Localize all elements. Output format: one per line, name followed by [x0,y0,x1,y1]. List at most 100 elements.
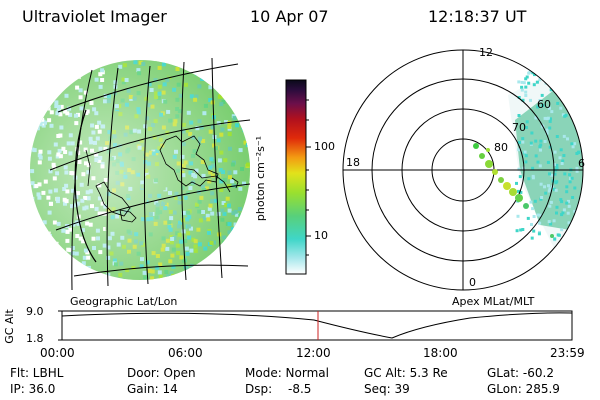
polar-speckle [565,185,569,189]
image-speckle [242,106,247,111]
polar-grid [342,49,584,291]
image-speckle [67,77,72,82]
polar-speckle [563,93,567,97]
polar-speckle [560,74,564,78]
polar-speckle [560,228,564,232]
polar-speckle [582,109,583,113]
polar-speckle [559,106,563,110]
polar-speckle [529,141,533,145]
polar-speckle [572,73,576,77]
polar-speckle [550,173,554,177]
polar-speckle [554,77,558,81]
polar-speckle [596,93,599,96]
image-speckle [218,68,223,73]
image-speckle [79,63,84,68]
polar-speckle [526,216,530,220]
image-speckle [67,75,72,80]
image-speckle [48,81,53,86]
image-speckle [249,264,250,269]
polar-speckle [552,219,556,223]
polar-speckle [548,106,551,110]
polar-speckle [587,139,590,142]
polar-speckle [583,223,586,226]
polar-speckle [595,105,598,108]
image-speckle [236,93,241,98]
status-gc-alt: GC Alt: 5.3 Re [364,366,448,380]
polar-speckle [554,188,558,192]
image-speckle [52,69,57,74]
polar-speckle [591,225,594,228]
polar-speckle [555,166,559,170]
image-speckle [239,223,244,228]
polar-speckle [534,116,538,120]
image-speckle [232,89,237,94]
polar-speckle [570,142,574,146]
polar-speckle [587,160,590,163]
image-speckle [48,265,53,270]
polar-speckle [538,164,542,168]
image-speckle [203,73,208,78]
polar-speckle [547,184,550,188]
polar-speckle [594,232,597,235]
polar-speckle [543,185,546,189]
polar-speckle [539,197,543,201]
image-speckle [234,236,239,241]
image-speckle [55,67,60,72]
polar-speckle [546,116,550,120]
polar-speckle [521,140,525,144]
polar-speckle [562,71,566,75]
polar-speckle [578,237,581,241]
polar-speckle [595,124,598,127]
image-speckle [33,69,38,73]
polar-speckle [519,228,523,232]
image-speckle [220,247,225,252]
polar-speckle [520,85,524,89]
polar-speckle [581,70,583,74]
image-speckle [35,251,39,256]
polar-speckle [594,149,597,152]
polar-speckle [566,85,570,89]
polar-speckle [576,82,580,86]
polar-speckle [553,187,556,191]
polar-speckle [545,128,549,132]
polar-speckle [593,130,596,133]
polar-speckle [539,182,543,186]
image-speckle [248,134,250,139]
image-speckle [64,71,69,76]
status-door: Door: Open [127,366,196,380]
status-dsp-label: Dsp: [245,382,273,396]
polar-speckle [594,98,597,101]
image-speckle [247,85,250,89]
mlat-label-80: 80 [494,141,508,154]
image-speckle [245,213,250,218]
polar-speckle [547,220,551,224]
image-speckle [33,281,37,285]
polar-speckle [561,88,565,92]
image-speckle [200,268,205,273]
polar-speckle [540,196,544,199]
polar-speckle [587,195,590,198]
polar-speckle [539,148,542,152]
polar-speckle [583,137,586,140]
polar-speckle [520,88,524,92]
image-speckle [34,88,39,93]
polar-speckle [533,73,536,77]
colorbar-tick-10: 10 [314,229,328,242]
status-ip: IP: 36.0 [10,382,56,396]
image-speckle [209,260,214,265]
polar-speckle [531,166,535,170]
polar-speckle [571,145,575,149]
image-speckle [186,277,191,280]
image-speckle [226,247,231,252]
polar-speckle [593,154,596,157]
image-speckle [45,246,50,251]
polar-speckle [539,143,543,147]
image-speckle [40,244,45,249]
polar-speckle [553,237,557,241]
polar-speckle [574,83,578,87]
image-speckle [244,256,249,261]
polar-speckle [589,158,592,161]
image-speckle [34,110,39,115]
image-speckle [32,271,37,276]
